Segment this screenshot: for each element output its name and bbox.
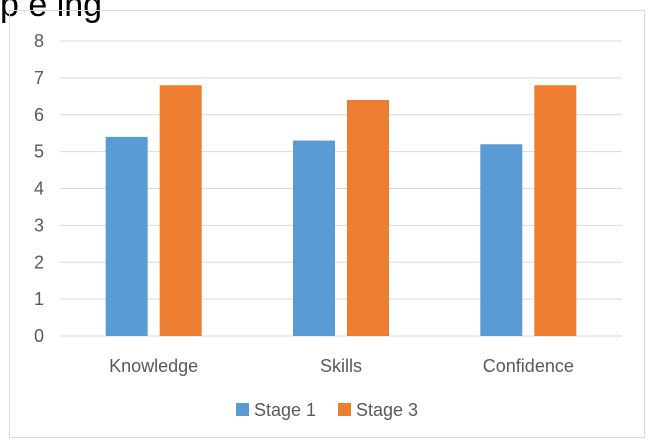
legend-swatch [338,403,351,416]
legend-label: Stage 3 [356,400,418,420]
legend-label: Stage 1 [254,400,316,420]
y-tick-label: 6 [34,105,44,125]
chart-title-fragment: p e ing [0,0,103,24]
bar [105,136,148,336]
x-category-label: Knowledge [109,356,198,376]
bar [293,140,335,336]
y-tick-label: 2 [34,252,44,272]
y-tick-label: 7 [34,68,44,88]
y-tick-label: 5 [34,142,44,162]
y-tick-label: 0 [34,326,44,346]
legend-swatch [236,403,249,416]
x-category-label: Confidence [483,356,574,376]
bar [480,144,523,336]
y-tick-label: 1 [34,289,44,309]
y-tick-label: 8 [34,31,44,51]
chart-frame [9,10,645,438]
bar [534,85,577,336]
y-tick-label: 4 [34,179,44,199]
bar [347,100,389,336]
bar [159,85,202,336]
x-category-label: Skills [320,356,362,376]
y-tick-label: 3 [34,215,44,235]
